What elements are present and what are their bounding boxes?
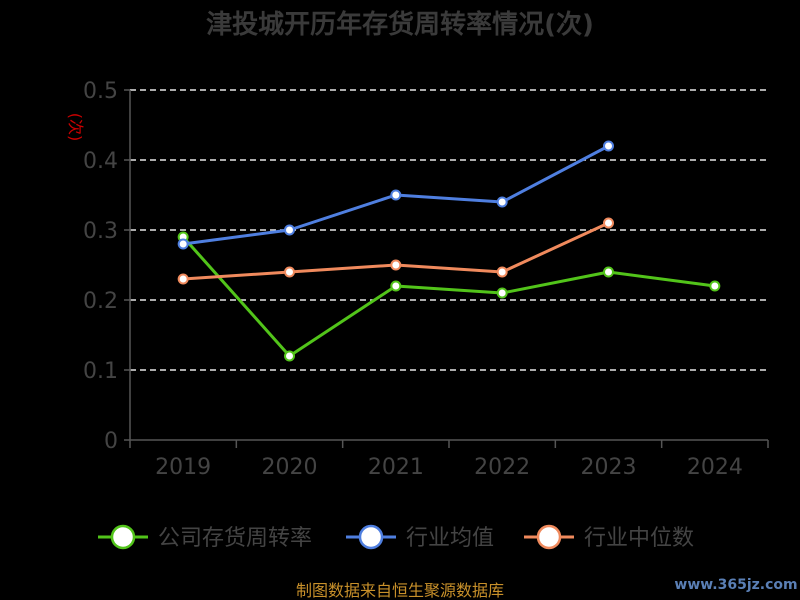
legend-label: 行业中位数: [584, 526, 694, 551]
data-source-note: 制图数据来自恒生聚源数据库: [296, 581, 504, 600]
data-point: [496, 287, 508, 299]
legend-item: 公司存货周转率: [98, 524, 312, 551]
axes: 0 0.1 0.2 0.3 0.4 0.5 2019 2020 2021 2022 2023 2024: [83, 79, 769, 480]
data-point: [284, 266, 295, 278]
y-tick-label: 0.2: [83, 289, 118, 314]
legend-swatch-marker: [358, 524, 384, 550]
y-tick-label: 0.1: [83, 359, 118, 384]
y-tick-label: 0.3: [83, 219, 118, 244]
grid-lines: [130, 89, 768, 371]
series-line: [183, 221, 610, 281]
legend-swatch-marker: [536, 524, 562, 550]
y-tick-label: 0: [104, 429, 118, 454]
data-point: [603, 217, 614, 229]
x-tick-label: 2022: [474, 455, 530, 480]
data-point: [390, 189, 402, 201]
data-point: [177, 238, 189, 250]
data-point: [390, 259, 402, 271]
series-lines: [177, 140, 721, 362]
data-point: [284, 350, 295, 362]
data-point: [603, 266, 614, 278]
series-2: [177, 217, 614, 285]
legend-item: 行业均值: [346, 524, 494, 551]
y-tick-label: 0.4: [83, 149, 118, 174]
data-point: [496, 196, 508, 208]
data-point: [284, 224, 295, 236]
legend-label: 行业均值: [406, 526, 494, 551]
x-tick-label: 2020: [262, 455, 318, 480]
x-tick-label: 2021: [368, 455, 424, 480]
y-axis-unit-label: (次): [66, 113, 85, 142]
data-point: [603, 140, 614, 152]
x-tick-label: 2024: [687, 455, 743, 480]
y-tick-label: 0.5: [83, 79, 118, 104]
legend-item: 行业中位数: [524, 524, 694, 551]
series-1: [177, 140, 614, 250]
watermark: www.365jz.com: [674, 577, 797, 593]
x-tick-label: 2023: [581, 455, 637, 480]
data-point: [177, 273, 189, 285]
data-point: [390, 280, 402, 292]
legend: 公司存货周转率 行业均值 行业中位数: [98, 524, 694, 551]
x-tick-label: 2019: [155, 455, 211, 480]
data-point: [709, 280, 721, 292]
chart-title: 津投城开历年存货周转率情况(次): [206, 9, 594, 40]
series-0: [177, 231, 721, 362]
data-point: [496, 266, 508, 278]
legend-label: 公司存货周转率: [158, 526, 312, 551]
series-line: [182, 236, 716, 358]
legend-swatch-marker: [110, 524, 136, 550]
